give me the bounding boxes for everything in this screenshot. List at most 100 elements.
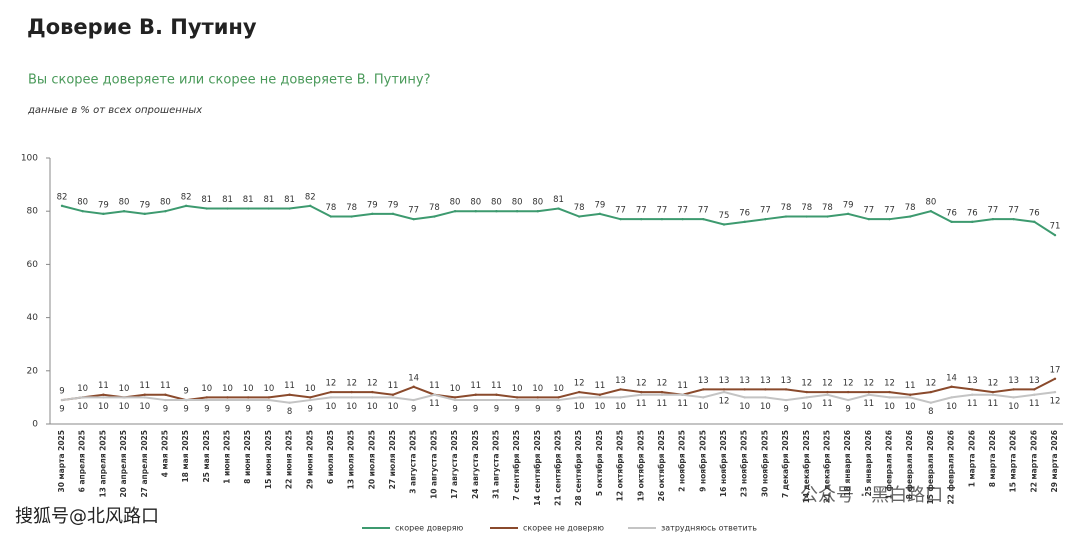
- value-label: 78: [326, 203, 337, 213]
- value-label: 77: [988, 206, 999, 216]
- value-label: 9: [163, 405, 168, 415]
- x-tick-label: 20 июля 2025: [367, 430, 376, 489]
- x-tick-label: 15 февраля 2026: [926, 430, 935, 505]
- value-label: 13: [739, 376, 750, 386]
- value-label: 13: [719, 376, 730, 386]
- point: [1053, 233, 1057, 237]
- point: [929, 390, 933, 394]
- value-label: 13: [1008, 376, 1019, 386]
- value-label: 9: [225, 405, 230, 415]
- value-label: 11: [677, 381, 688, 391]
- point: [81, 210, 84, 213]
- value-label: 8: [287, 407, 292, 417]
- legend-label: затрудняюсь ответить: [661, 524, 757, 533]
- value-label: 10: [77, 384, 88, 394]
- point: [309, 398, 312, 402]
- point: [598, 396, 602, 399]
- value-label: 77: [863, 206, 874, 216]
- value-label: 80: [470, 198, 481, 208]
- x-tick-label: 8 февраля 2026: [905, 430, 914, 499]
- x-tick-label: 27 июля 2025: [388, 430, 397, 489]
- point: [764, 388, 767, 391]
- point: [515, 398, 519, 402]
- value-label: 10: [450, 384, 461, 394]
- x-tick-label: 1 марта 2026: [967, 430, 976, 487]
- value-label: 12: [657, 379, 668, 389]
- value-label: 12: [822, 379, 833, 389]
- point: [867, 217, 871, 221]
- point: [660, 393, 664, 396]
- point: [536, 396, 540, 399]
- value-label: 11: [98, 381, 109, 391]
- value-label: 81: [201, 195, 212, 205]
- value-label: 10: [119, 402, 130, 412]
- value-label: 10: [388, 402, 399, 412]
- value-label: 79: [139, 200, 150, 210]
- value-label: 10: [346, 402, 357, 412]
- point: [950, 385, 953, 388]
- point: [598, 393, 602, 396]
- x-tick-label: 30 ноября 2025: [760, 430, 769, 497]
- point: [164, 398, 167, 402]
- point: [826, 393, 829, 396]
- value-label: 10: [512, 384, 523, 394]
- value-label: 79: [843, 200, 854, 210]
- point: [702, 388, 705, 391]
- x-tick-label: 14 декабря 2025: [802, 430, 811, 503]
- x-tick-label: 13 апреля 2025: [98, 430, 107, 498]
- x-tick-label: 29 июня 2025: [305, 430, 314, 489]
- value-label: 9: [183, 405, 188, 415]
- value-label: 79: [98, 200, 109, 210]
- value-label: 9: [783, 405, 788, 415]
- point: [805, 215, 808, 218]
- value-label: 12: [843, 379, 854, 389]
- value-label: 10: [119, 384, 130, 394]
- point: [784, 215, 788, 218]
- value-label: 10: [367, 402, 378, 412]
- x-tick-label: 7 декабря 2025: [781, 430, 790, 498]
- value-label: 12: [636, 379, 647, 389]
- value-label: 81: [243, 195, 254, 205]
- value-label: 14: [408, 373, 419, 383]
- value-label: 11: [160, 381, 171, 391]
- point: [329, 215, 333, 218]
- value-label: 79: [367, 200, 378, 210]
- value-label: 9: [845, 405, 850, 415]
- value-label: 12: [988, 379, 999, 389]
- point: [908, 393, 912, 396]
- point: [1033, 388, 1036, 391]
- value-label: 80: [450, 198, 461, 208]
- value-label: 10: [801, 402, 812, 412]
- x-tick-label: 21 декабря 2025: [822, 430, 831, 503]
- point: [412, 217, 415, 221]
- value-label: 14: [946, 373, 957, 383]
- point: [391, 393, 395, 396]
- chart-subtitle: Вы скорее доверяете или скорее не доверя…: [28, 73, 430, 88]
- x-tick-label: 23 ноября 2025: [740, 430, 749, 497]
- point: [971, 393, 974, 396]
- point: [143, 212, 146, 216]
- legend-label: скорее не доверяю: [523, 524, 604, 533]
- point: [495, 398, 498, 402]
- chart-title: Доверие В. Путину: [27, 15, 257, 39]
- point: [350, 215, 353, 218]
- point: [205, 398, 209, 402]
- point: [453, 210, 457, 213]
- value-label: 12: [574, 379, 585, 389]
- x-tick-label: 15 июня 2025: [264, 430, 273, 489]
- x-tick-label: 27 апреля 2025: [140, 430, 149, 498]
- value-label: 10: [139, 402, 150, 412]
- value-label: 10: [574, 402, 585, 412]
- value-label: 11: [491, 381, 502, 391]
- value-label: 12: [863, 379, 874, 389]
- point: [164, 210, 167, 213]
- point: [102, 212, 105, 216]
- value-label: 80: [532, 198, 543, 208]
- point: [743, 396, 746, 399]
- point: [350, 396, 353, 399]
- value-label: 79: [388, 200, 399, 210]
- value-label: 10: [884, 402, 895, 412]
- value-label: 8: [928, 407, 933, 417]
- value-label: 11: [139, 381, 150, 391]
